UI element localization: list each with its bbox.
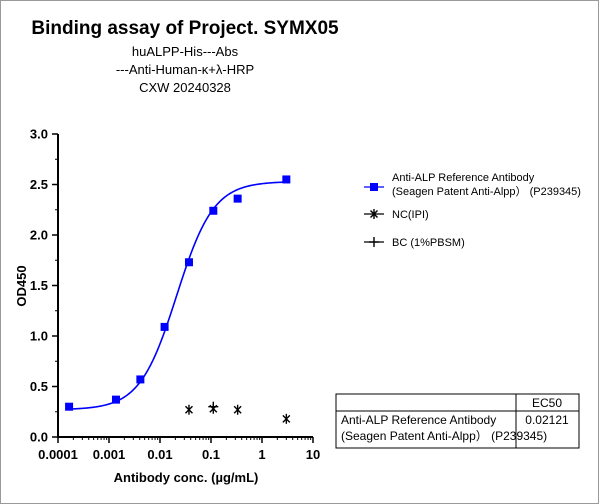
axes: 0.0 0.5 1.0 1.5 2.0 2.5 3.0 0.0001 0.001 0.01 0.1 1… [30, 127, 320, 463]
x-tick-label: 0.1 [202, 447, 220, 462]
legend-label-bc-pbsm: BC (1%PBSM) [392, 237, 465, 249]
ec50-row-label-2: (Seagen Patent Anti-Alpp） (P239345) [341, 429, 547, 443]
ec50-table-header: EC50 [532, 396, 562, 410]
data-point-bc-pbsm [208, 401, 219, 412]
legend-marker-bc-pbsm [369, 237, 379, 247]
y-axis-label: OD450 [14, 265, 29, 306]
ec50-table: EC50 Anti-ALP Reference Antibody (Seagen… [335, 393, 580, 449]
y-tick-label: 0.5 [30, 379, 48, 394]
data-point-reference-antibody [160, 322, 169, 331]
x-tick-label: 0.001 [93, 447, 126, 462]
data-point-nc-ipi [184, 404, 193, 415]
ec50-table-border [335, 393, 580, 449]
y-tick-label: 3.0 [30, 127, 48, 142]
y-tick-label: 1.5 [30, 278, 48, 293]
legend-marker-nc-ipi [370, 209, 378, 219]
data-point-reference-antibody [233, 194, 242, 203]
y-tick-label: 2.0 [30, 228, 48, 243]
data-point-reference-antibody [282, 175, 291, 184]
y-tick-label: 0.0 [30, 430, 48, 445]
chart-title: Binding assay of Project. SYMX05 [31, 18, 339, 39]
data-point-reference-antibody [184, 258, 193, 267]
data-points [65, 175, 291, 424]
legend-label-reference-antibody: (Seagen Patent Anti-Alpp） (P239345) [392, 185, 581, 198]
data-point-reference-antibody [65, 402, 74, 411]
legend-marker-reference-antibody [370, 183, 378, 191]
y-tick-label: 1.0 [30, 329, 48, 344]
x-tick-label: 10 [306, 447, 320, 462]
fit-curve-reference-antibody [69, 181, 287, 410]
x-tick-label: 1 [258, 447, 265, 462]
legend-label-reference-antibody: Anti-ALP Reference Antibody [392, 172, 535, 184]
x-tick-label: 0.0001 [38, 447, 78, 462]
chart-subtitle-3: CXW 20240328 [139, 80, 231, 95]
data-point-reference-antibody [209, 206, 218, 215]
legend-label-nc-ipi: NC(IPI) [392, 209, 429, 221]
fit-curves [69, 181, 287, 410]
ec50-row-label-1: Anti-ALP Reference Antibody [341, 413, 496, 427]
chart-subtitle-1: huALPP-His---Abs [132, 44, 239, 59]
x-tick-label: 0.01 [147, 447, 172, 462]
data-point-nc-ipi [282, 413, 291, 424]
data-point-reference-antibody [136, 375, 145, 384]
data-point-reference-antibody [111, 395, 120, 404]
x-axis-label: Antibody conc. (µg/mL) [114, 470, 259, 485]
chart-subtitle-2: ---Anti-Human-κ+λ-HRP [116, 62, 254, 77]
data-point-nc-ipi [233, 404, 242, 415]
legend: Anti-ALP Reference Antibody(Seagen Paten… [364, 172, 581, 249]
ec50-value: 0.02121 [525, 413, 569, 427]
y-tick-label: 2.5 [30, 177, 48, 192]
